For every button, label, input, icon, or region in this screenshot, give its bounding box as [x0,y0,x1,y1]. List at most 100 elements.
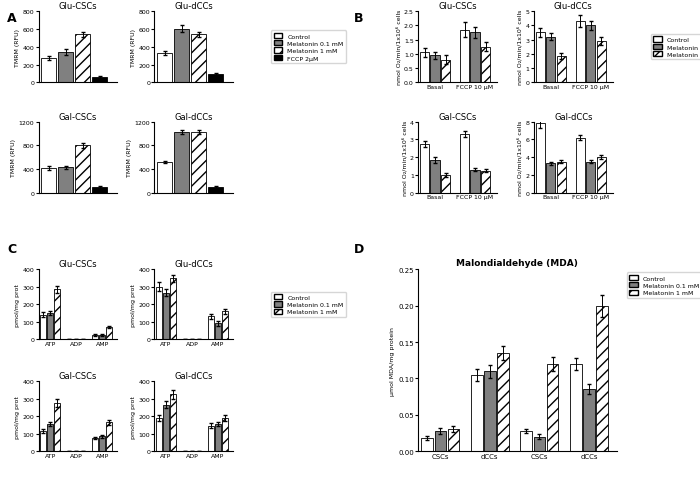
Bar [556,57,566,83]
Y-axis label: TMRM (RFU): TMRM (RFU) [15,29,20,67]
Y-axis label: nmol O₂/min/1x10⁶ cells: nmol O₂/min/1x10⁶ cells [517,120,523,195]
Bar [170,278,176,339]
Text: A: A [7,12,17,25]
Bar [441,60,450,83]
Title: Glu-CSCs: Glu-CSCs [59,2,97,11]
Bar [58,53,73,83]
Text: D: D [354,242,364,255]
Bar [470,33,480,83]
Title: Glu-CSCs: Glu-CSCs [438,2,477,11]
Bar [420,53,429,83]
Bar [155,287,162,339]
Bar [40,315,46,339]
Bar [556,162,566,193]
Bar [54,403,60,451]
Bar [420,144,429,193]
Title: Gal-CSCs: Gal-CSCs [59,372,97,381]
Bar [76,35,90,83]
Bar [158,54,172,83]
Bar [570,364,582,451]
Bar [546,164,555,193]
Bar [460,135,469,193]
Title: Gal-CSCs: Gal-CSCs [59,112,97,121]
Bar [597,42,606,83]
Bar [92,78,107,83]
Bar [174,30,189,83]
Title: Glu-dCCs: Glu-dCCs [174,260,213,269]
Bar [481,171,490,193]
Bar [471,375,482,451]
Bar [215,324,221,339]
Bar [470,170,480,193]
Title: Glu-CSCs: Glu-CSCs [59,260,97,269]
Bar [163,293,169,339]
Bar [596,306,608,451]
Bar [536,124,545,193]
Y-axis label: TMRM (RFU): TMRM (RFU) [127,139,132,177]
Bar [106,422,113,451]
Bar [460,31,469,83]
Bar [536,33,545,83]
Title: Gal-CSCs: Gal-CSCs [438,112,477,121]
Bar [497,353,509,451]
Bar [99,436,105,451]
Y-axis label: nmol O₂/min/1x10⁶ cells: nmol O₂/min/1x10⁶ cells [402,120,407,195]
Y-axis label: nmol O₂/min/1x10⁶ cells: nmol O₂/min/1x10⁶ cells [395,10,401,85]
Title: Glu-dCCs: Glu-dCCs [174,2,213,11]
Legend: Control, Melatonin 0.1 mM, Melatonin 1 mM, FCCP 2μM: Control, Melatonin 0.1 mM, Melatonin 1 m… [271,31,346,64]
Y-axis label: μmol MDA/mg protein: μmol MDA/mg protein [391,326,395,395]
Bar [587,26,596,83]
Bar [208,317,214,339]
Bar [441,176,450,193]
Bar [106,327,113,339]
Bar [163,405,169,451]
Bar [92,438,98,451]
Bar [209,188,223,193]
Bar [191,35,206,83]
Bar [158,163,172,193]
Y-axis label: pmol/mg prot: pmol/mg prot [131,283,136,326]
Bar [421,438,433,451]
Bar [576,138,585,193]
Bar [47,313,53,339]
Bar [222,312,228,339]
Bar [587,162,596,193]
Bar [546,37,555,83]
Bar [520,431,532,451]
Bar [54,290,60,339]
Bar [47,424,53,451]
Bar [597,158,606,193]
Y-axis label: TMRM (RFU): TMRM (RFU) [131,29,136,67]
Y-axis label: TMRM (RFU): TMRM (RFU) [11,139,16,177]
Bar [58,168,73,193]
Bar [40,431,46,451]
Bar [533,437,545,451]
Legend: Control, Melatonin 0.1 mM, Melatonin 1 mM: Control, Melatonin 0.1 mM, Melatonin 1 m… [271,292,346,317]
Text: C: C [7,242,16,255]
Y-axis label: nmol O₂/min/1x10⁶ cells: nmol O₂/min/1x10⁶ cells [517,10,523,85]
Bar [209,75,223,83]
Y-axis label: pmol/mg prot: pmol/mg prot [131,395,136,438]
Bar [191,133,206,193]
Title: Glu-dCCs: Glu-dCCs [554,2,593,11]
Y-axis label: pmol/mg prot: pmol/mg prot [15,395,20,438]
Bar [448,430,459,451]
Bar [208,426,214,451]
Bar [41,59,56,83]
Bar [174,133,189,193]
Bar [435,431,446,451]
Bar [583,389,595,451]
Bar [92,188,107,193]
Bar [170,395,176,451]
Bar [41,168,56,193]
Title: Gal-dCCs: Gal-dCCs [174,372,213,381]
Bar [484,372,496,451]
Title: Gal-dCCs: Gal-dCCs [554,112,592,121]
Legend: Control, Melatonin 0.1 mM, Melatonin 1 mM: Control, Melatonin 0.1 mM, Melatonin 1 m… [650,35,700,60]
Bar [576,22,585,83]
Bar [215,424,221,451]
Bar [481,48,490,83]
Bar [155,418,162,451]
Legend: Control, Melatonin 0.1 mM, Melatonin 1 mM: Control, Melatonin 0.1 mM, Melatonin 1 m… [626,273,700,298]
Text: B: B [354,12,363,25]
